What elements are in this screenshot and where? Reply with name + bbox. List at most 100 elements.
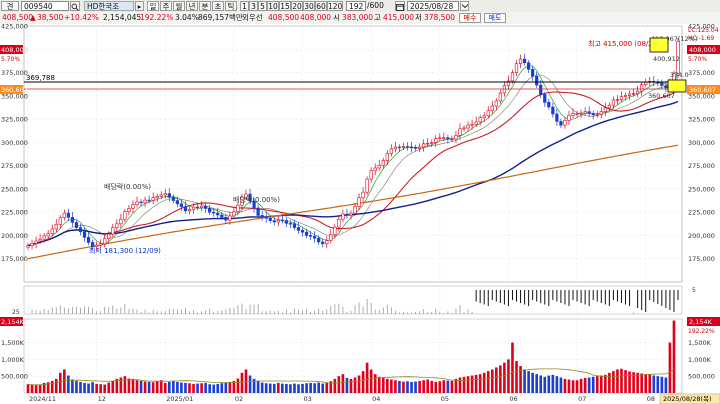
minute-3[interactable]: 3 (249, 1, 258, 11)
volume-bar (349, 378, 353, 393)
volume-bar (406, 381, 409, 393)
candle (42, 235, 46, 240)
highlight-box-top (649, 37, 669, 53)
volume-bar (442, 380, 446, 393)
minute-1[interactable]: 1 (240, 1, 249, 11)
volume-bar (563, 378, 567, 393)
candle (90, 242, 95, 247)
minute-120[interactable]: 120 (327, 1, 343, 11)
osc-tick-right: 5 (692, 287, 696, 294)
y-tick-left: 200,000 (1, 232, 28, 240)
vol-tick-left: 1,500K (1, 339, 25, 347)
date-picker-button[interactable] (460, 1, 469, 11)
candle (131, 204, 135, 209)
candle (418, 146, 422, 149)
date-field[interactable]: 2025/08/28 (407, 1, 459, 11)
candle (422, 143, 426, 148)
low-value: 378,500 (424, 13, 456, 22)
ma20-line (27, 88, 679, 247)
stock-code-field[interactable]: 009540 (21, 1, 69, 11)
right-ma-tag-text: 360,607 (689, 86, 716, 94)
y-tick-left: 175,000 (1, 255, 28, 263)
minute-60[interactable]: 60 (315, 1, 327, 11)
volume-bar (232, 380, 236, 393)
minute-20[interactable]: 20 (291, 1, 303, 11)
buy-button[interactable]: 매수 (459, 13, 481, 23)
price-374-annotation: 374.0 (670, 71, 689, 79)
volume-bar (256, 380, 260, 393)
volume-bar (297, 384, 300, 393)
candle (426, 142, 430, 145)
volume-bar (587, 377, 591, 393)
volume-bar (67, 375, 70, 393)
preferred-label: 외우선 (242, 13, 263, 22)
period-week[interactable]: 주 (160, 1, 172, 11)
volume-bar (495, 367, 498, 393)
period-tick[interactable]: 틱 (225, 1, 237, 11)
candle (434, 138, 438, 143)
candle (615, 99, 620, 101)
period-day[interactable]: 일 (147, 1, 159, 11)
period-month[interactable]: 월 (173, 1, 185, 11)
volume-bar (668, 342, 672, 393)
stock-chart[interactable]: 425,000425,000400,000400,000375,000375,0… (0, 24, 720, 404)
volume-bar (507, 359, 510, 393)
volume-bar (398, 380, 401, 393)
count-field[interactable]: 192 (346, 1, 366, 11)
volume-bar (454, 378, 458, 393)
search-button[interactable] (70, 1, 80, 11)
right-vol-pct: 192.22% (688, 328, 715, 335)
volume-bar (228, 381, 232, 393)
x-tick-label: 2024/11 (29, 395, 56, 403)
calendar-button[interactable] (395, 1, 405, 11)
candle (260, 215, 264, 218)
candle (337, 218, 341, 228)
minute-15[interactable]: 15 (279, 1, 291, 11)
candle (300, 230, 305, 233)
candle (623, 95, 628, 98)
candle (482, 115, 486, 118)
volume-bar (188, 383, 191, 393)
candle (345, 213, 349, 216)
candle (139, 201, 143, 204)
period-second[interactable]: 초 (212, 1, 224, 11)
period-year[interactable]: 년 (186, 1, 198, 11)
period-minute[interactable]: 분 (199, 1, 211, 11)
low-annotation: 최저 181,300 (12/09) (89, 246, 161, 255)
candle (252, 200, 256, 209)
volume-bar (38, 384, 42, 393)
vol-tick-right: 1,000K (688, 356, 712, 364)
volume-bar (79, 381, 82, 393)
y-tick-left: 425,000 (1, 24, 28, 31)
y-tick-right: 275,000 (688, 162, 715, 170)
candle (450, 138, 454, 141)
sell-button[interactable]: 매도 (484, 13, 506, 23)
candle (466, 124, 470, 129)
candle (333, 226, 337, 235)
minute-30[interactable]: 30 (303, 1, 315, 11)
candle (478, 117, 482, 123)
minute-10[interactable]: 10 (267, 1, 279, 11)
candle (409, 146, 414, 149)
left-ma-tag (0, 85, 23, 94)
order-button[interactable]: ▸ (135, 1, 144, 11)
candle (167, 193, 171, 198)
type-select[interactable]: 견 (1, 1, 19, 11)
volume-bar (139, 380, 143, 393)
volume-bar (224, 382, 228, 393)
volume-bar (595, 376, 599, 393)
volume-bar (547, 375, 551, 393)
volume-bar (361, 371, 365, 393)
y-tick-right: 175,000 (688, 255, 715, 263)
volume-pct: 192.22% (140, 13, 174, 22)
volume-bar (567, 379, 571, 393)
candle (147, 199, 151, 202)
candle (587, 111, 591, 114)
open-label: 시 (333, 13, 340, 22)
minute-5[interactable]: 5 (258, 1, 267, 11)
candle (551, 106, 555, 115)
volume-bar (260, 382, 264, 393)
left-vol-tag (0, 317, 23, 326)
volume-bar (281, 383, 284, 393)
candle (462, 127, 466, 130)
